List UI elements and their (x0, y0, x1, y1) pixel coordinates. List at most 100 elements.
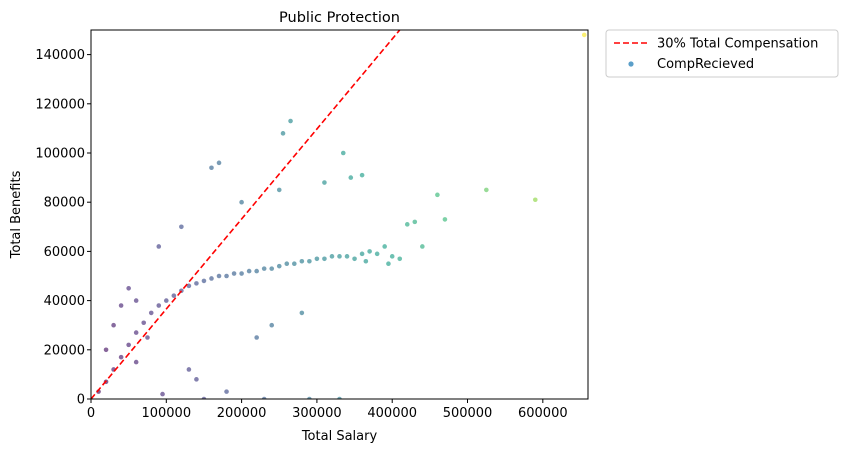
scatter-point (239, 199, 244, 205)
y-tick-label: 140000 (35, 48, 85, 63)
scatter-point (307, 258, 312, 264)
y-tick-label: 80000 (44, 196, 85, 211)
scatter-point (442, 217, 448, 222)
scatter-point (201, 396, 207, 399)
x-tick-label: 500000 (443, 406, 493, 421)
scatter-point (156, 244, 162, 249)
scatter-point (145, 335, 150, 340)
scatter-point (209, 165, 214, 171)
scatter-point (340, 150, 346, 156)
x-axis-label: Total Salary (301, 429, 378, 444)
x-tick-label: 0 (87, 406, 95, 421)
scatter-point (532, 197, 538, 203)
scatter-point (186, 367, 192, 372)
scatter-point (209, 276, 214, 281)
scatter-point (261, 396, 267, 399)
y-tick-label: 120000 (35, 97, 85, 112)
reference-line-path (91, 30, 401, 399)
scatter-point (299, 310, 305, 316)
scatter-point (292, 261, 297, 267)
scatter-point (397, 256, 403, 262)
scatter-point (224, 389, 229, 394)
scatter-point (322, 256, 327, 262)
legend: 30% Total Compensation CompRecieved (605, 29, 839, 78)
scatter-point (314, 256, 320, 262)
scatter-point (164, 298, 169, 303)
scatter-point (276, 263, 282, 269)
scatter-point (420, 244, 425, 249)
scatter-point (141, 320, 147, 326)
scatter-point (133, 298, 139, 303)
scatter-point (284, 261, 290, 267)
scatter-point (269, 322, 275, 328)
reference-line (91, 30, 401, 399)
scatter-point (133, 359, 139, 365)
x-tick-label: 100000 (141, 406, 191, 421)
scatter-point (133, 330, 139, 335)
scatter-point (171, 293, 177, 298)
scatter-point (103, 347, 109, 353)
scatter-point (367, 249, 372, 254)
scatter-point (224, 273, 229, 279)
scatter-point (254, 268, 259, 274)
scatter-point (412, 219, 418, 225)
chart-title: Public Protection (279, 10, 400, 26)
scatter-point (484, 187, 489, 193)
y-tick-label: 0 (77, 393, 85, 408)
scatter-point (359, 251, 365, 257)
scatter-point (216, 160, 222, 166)
x-tick-label: 200000 (217, 406, 267, 421)
scatter-point (261, 266, 267, 271)
scatter-point (126, 342, 131, 348)
scatter-point (118, 303, 124, 308)
x-tick-label: 400000 (367, 406, 417, 421)
scatter-point (329, 254, 335, 259)
scatter-point (435, 192, 440, 198)
scatter-point (382, 244, 387, 249)
y-tick-label: 40000 (44, 294, 85, 309)
scatter-point (126, 286, 131, 291)
legend-scatter-label: CompRecieved (657, 57, 754, 72)
scatter-point (307, 396, 312, 399)
scatter-point (118, 354, 124, 360)
scatter-point (322, 180, 327, 185)
scatter-point (348, 175, 354, 180)
plot-frame (90, 29, 589, 400)
scatter-point (280, 131, 286, 136)
x-tick-label: 300000 (292, 406, 342, 421)
scatter-point (581, 32, 587, 38)
scatter-point (160, 391, 165, 397)
scatter-point (404, 222, 410, 227)
scatter-point (239, 271, 244, 276)
y-axis: 0 20000 40000 60000 80000 100000 120000 140000 (35, 48, 91, 408)
scatter-point (194, 377, 199, 382)
scatter-point (216, 273, 222, 279)
scatter-point (231, 271, 237, 276)
legend-scatter-swatch (628, 61, 634, 67)
scatter-point (299, 258, 305, 264)
scatter-point (111, 322, 116, 328)
scatter-points (96, 32, 587, 399)
scatter-point (276, 187, 282, 193)
scatter-point (254, 335, 259, 340)
scatter-point (337, 396, 342, 399)
legend-frame (605, 29, 839, 78)
scatter-point (352, 256, 357, 262)
scatter-point (374, 251, 380, 257)
y-tick-label: 20000 (44, 343, 85, 358)
y-tick-label: 100000 (35, 147, 85, 162)
scatter-point (186, 283, 192, 289)
scatter-point (269, 266, 275, 271)
scatter-point (344, 254, 350, 259)
legend-line-label: 30% Total Compensation (657, 37, 818, 52)
scatter-point (359, 172, 365, 178)
scatter-point (363, 258, 369, 264)
scatter-point (389, 254, 395, 259)
scatter-point (337, 254, 342, 259)
scatter-point (288, 118, 293, 124)
x-axis: 0 100000 200000 300000 400000 500000 600000 (87, 399, 568, 421)
scatter-point (201, 278, 207, 284)
scatter-point (246, 268, 252, 274)
